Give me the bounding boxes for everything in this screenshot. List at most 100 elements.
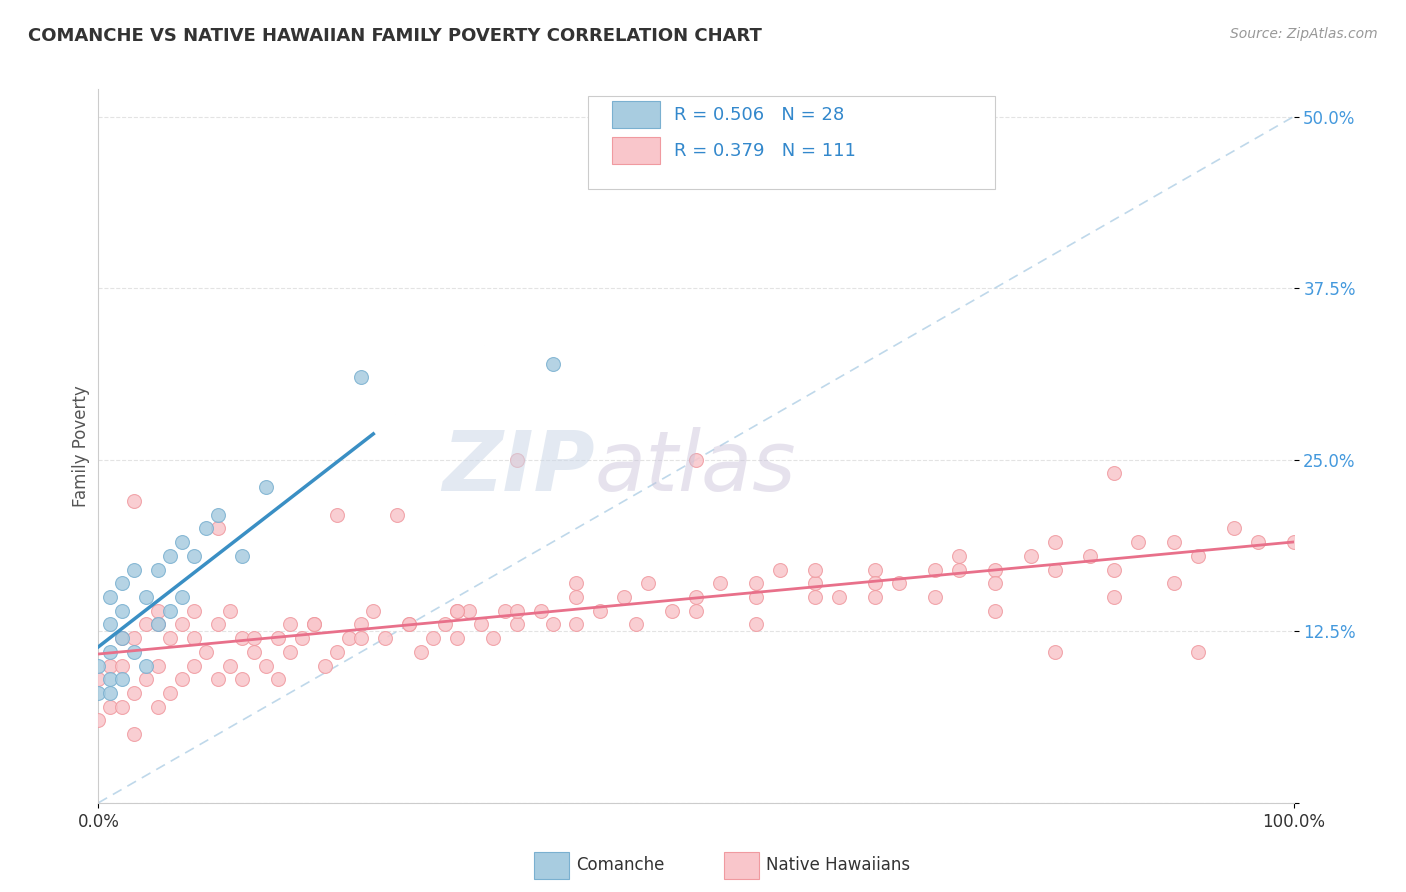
Point [363,604,385,618]
FancyBboxPatch shape [588,96,994,189]
Point [278,645,301,659]
Point [87,686,110,700]
Text: atlas: atlas [595,427,796,508]
Point [183,658,205,673]
Point [243,631,266,645]
Point [124,562,146,576]
Point [565,617,588,632]
Point [231,631,253,645]
Point [1222,521,1246,535]
Point [124,631,146,645]
Point [745,617,768,632]
Point [983,604,1005,618]
Point [446,631,468,645]
Point [863,576,886,591]
Point [135,658,157,673]
Point [243,645,266,659]
Point [302,617,325,632]
Point [685,604,707,618]
Point [302,617,325,632]
Point [398,617,420,632]
Point [135,617,157,632]
Point [1102,467,1125,481]
Point [1043,535,1066,549]
Point [458,604,481,618]
Point [565,576,588,591]
Point [183,604,205,618]
Y-axis label: Family Poverty: Family Poverty [72,385,90,507]
Point [148,604,170,618]
Point [148,617,170,632]
Point [433,617,456,632]
Point [1187,549,1209,563]
Point [541,357,564,371]
Point [350,631,373,645]
Point [159,631,181,645]
Point [98,686,122,700]
Point [111,673,134,687]
Point [470,617,492,632]
Point [494,604,516,618]
Point [685,452,707,467]
Point [98,673,122,687]
Point [87,714,110,728]
Point [172,590,194,604]
Point [254,658,277,673]
Point [565,590,588,604]
Point [111,699,134,714]
Point [183,549,205,563]
Point [398,617,420,632]
Point [135,590,157,604]
Point [337,631,360,645]
Point [111,576,134,591]
Point [374,631,396,645]
Point [148,562,170,576]
Point [1043,562,1066,576]
Point [506,452,529,467]
Point [1163,576,1185,591]
Point [1282,535,1305,549]
Point [124,727,146,741]
FancyBboxPatch shape [612,137,661,164]
Point [768,562,790,576]
Point [685,590,707,604]
Text: R = 0.506   N = 28: R = 0.506 N = 28 [675,106,845,124]
Point [804,590,827,604]
Point [326,508,349,522]
Point [111,604,134,618]
Point [624,617,647,632]
Text: R = 0.379   N = 111: R = 0.379 N = 111 [675,142,856,160]
Point [267,631,290,645]
Point [804,562,827,576]
Point [98,658,122,673]
Point [194,645,217,659]
Point [207,673,229,687]
Point [159,604,181,618]
Point [219,604,242,618]
Point [1102,562,1125,576]
Point [745,576,768,591]
Point [589,604,612,618]
Point [481,631,505,645]
Point [948,549,970,563]
Point [828,590,851,604]
Point [159,549,181,563]
Point [219,658,242,673]
Point [159,686,181,700]
Point [98,645,122,659]
Point [529,604,551,618]
Point [1080,549,1102,563]
Point [87,673,110,687]
Point [148,699,170,714]
FancyBboxPatch shape [612,102,661,128]
Point [194,521,217,535]
Point [446,604,468,618]
Point [889,576,911,591]
Text: COMANCHE VS NATIVE HAWAIIAN FAMILY POVERTY CORRELATION CHART: COMANCHE VS NATIVE HAWAIIAN FAMILY POVER… [28,27,762,45]
Point [290,631,312,645]
Point [278,617,301,632]
Point [983,576,1005,591]
Point [506,617,529,632]
Point [422,631,444,645]
Text: Comanche: Comanche [576,856,665,874]
